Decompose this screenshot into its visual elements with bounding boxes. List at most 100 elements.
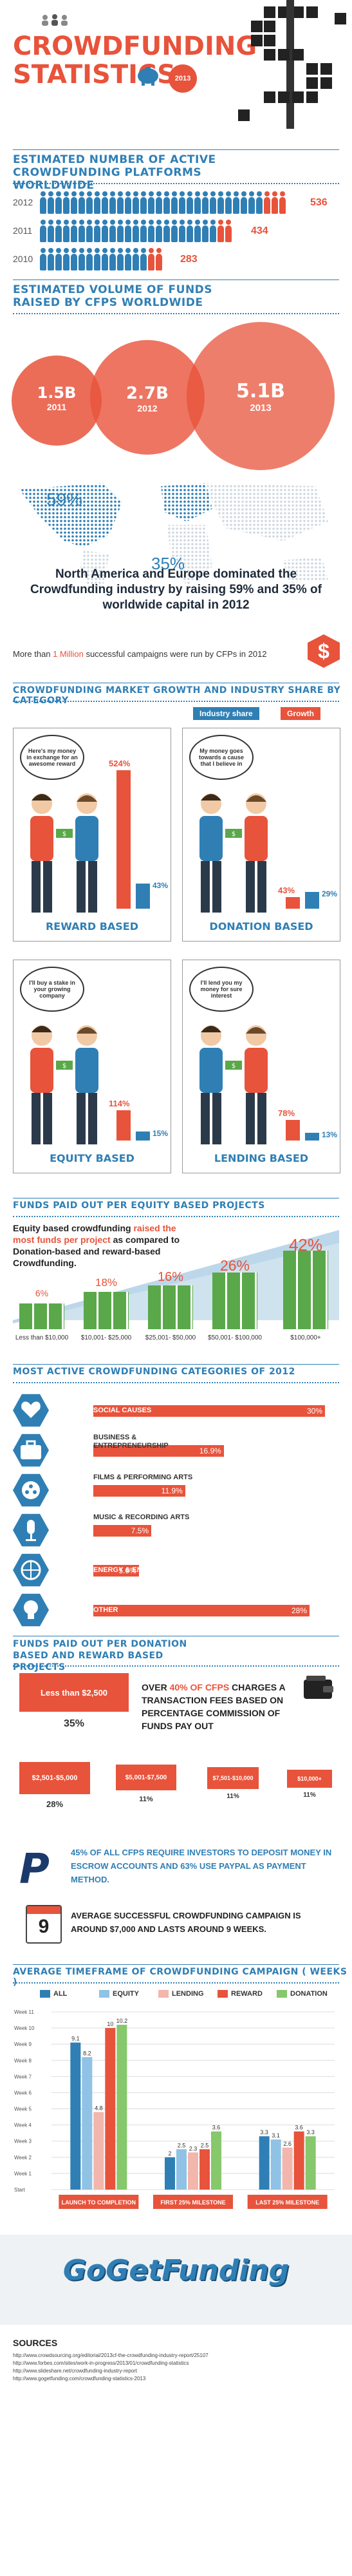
- share-value: 13%: [322, 1130, 338, 1140]
- market-panel: I'll lend you my money for sure interest…: [182, 960, 340, 1173]
- bubble-2012: [90, 340, 205, 455]
- cfp-value: 434: [251, 225, 268, 236]
- title-line-1: Crowdfunding: [13, 32, 257, 61]
- fee-box-3: $5,001-$7,500: [116, 1765, 176, 1790]
- funds-volume-heading: Estimated volume of funds raised by CFPs…: [13, 283, 213, 309]
- x-category-label: LAUNCH TO COMPLETION: [62, 2199, 136, 2206]
- bar-value-label: 2.3: [189, 2145, 198, 2152]
- dollar-sign-icon: $: [308, 634, 340, 668]
- growth-bar: [116, 770, 131, 909]
- map-statement: North America and Europe dominated the C…: [30, 567, 322, 612]
- money-stack-icon: [19, 1303, 64, 1329]
- equity-text-b: as compared to Donation-based and reward…: [13, 1235, 180, 1268]
- bar-equity: [176, 2149, 187, 2190]
- footer-band: [0, 2235, 352, 2325]
- bar-value-label: 10: [107, 2021, 113, 2027]
- divider: [13, 701, 339, 702]
- bar-donation: [305, 2136, 316, 2190]
- equity-range: $100,000+: [290, 1334, 321, 1341]
- divider: [13, 1216, 339, 1217]
- legend-growth: Growth: [281, 707, 320, 720]
- fee-range: Less than $2,500: [40, 1687, 108, 1698]
- source-item[interactable]: http://www.crowdsourcing.org/editorial/2…: [13, 2353, 208, 2358]
- category-label: Films & Performing Arts: [93, 1473, 193, 1481]
- category-value: 16.9%: [199, 1446, 221, 1455]
- panel-caption: Equity based: [50, 1152, 134, 1164]
- bubble-2012-label: 2.7B 2012: [122, 384, 173, 413]
- source-item[interactable]: http://www.gogetfunding.com/crowdfunding…: [13, 2376, 146, 2382]
- fee-box-2: $2,501-$5,000: [19, 1762, 90, 1794]
- globe-icon: [13, 1553, 49, 1587]
- bubble-year: 2012: [137, 403, 158, 413]
- fee-text-b: charges a transaction fees based on perc…: [142, 1682, 286, 1731]
- wallet-icon: [302, 1674, 335, 1700]
- brand-name: GoGetFunding: [62, 2254, 290, 2287]
- growth-value: 78%: [278, 1108, 295, 1118]
- bar-value-label: 10.2: [116, 2018, 128, 2024]
- legend-item: Donation: [277, 1989, 328, 1999]
- bar-donation: [211, 2131, 221, 2190]
- pct-north-america: 59%: [46, 489, 83, 509]
- year-label: 2010: [13, 254, 33, 264]
- equity-pct: 6%: [35, 1288, 49, 1298]
- calendar-day: 9: [38, 1916, 50, 1937]
- cfp-count-heading: Estimated number of active crowdfunding …: [13, 153, 216, 192]
- legend-item: Equity: [99, 1989, 139, 1999]
- bar-value-label: 9.1: [71, 2036, 80, 2042]
- category-value: 5.9%: [118, 1566, 136, 1575]
- source-item[interactable]: http://www.forbes.com/sites/work-in-prog…: [13, 2360, 189, 2366]
- share-value: 15%: [153, 1129, 169, 1139]
- bubble-year: 2013: [250, 402, 272, 413]
- year-label: 2012: [13, 197, 33, 207]
- fee-pct-1: 35%: [63, 1718, 85, 1729]
- equity-heading: Funds paid out per equity based projects: [13, 1200, 265, 1211]
- fee-pct-3: 11%: [139, 1795, 153, 1803]
- category-label: Business & Entrepreneurship: [93, 1434, 169, 1450]
- speech-bubble: My money goes towards a cause that I bel…: [189, 735, 254, 780]
- bar-reward: [293, 2131, 304, 2190]
- average-statement: Average successful crowdfunding campaign…: [71, 1911, 301, 1934]
- y-tick-label: Start: [14, 2187, 26, 2193]
- category-bar: [93, 1405, 325, 1417]
- svg-text:$: $: [62, 1063, 66, 1070]
- fee-range: $7,501-$10,000: [212, 1775, 254, 1781]
- cfp-row-2010: 2010 283: [13, 248, 339, 272]
- category-row: Other 28%: [13, 1591, 339, 1629]
- category-bar: [93, 1445, 224, 1457]
- campaigns-statement: More than 1 Million successful campaigns…: [13, 649, 296, 659]
- people-illustration-icon: $: [199, 793, 268, 913]
- piggy-bank-icon: [135, 64, 161, 86]
- legend-label: Reward: [231, 1990, 263, 1998]
- equity-text-a: Equity based crowdfunding: [13, 1223, 134, 1233]
- fee-pct-2: 28%: [46, 1799, 64, 1809]
- fee-pct-4: 11%: [227, 1793, 239, 1800]
- equity-description: Equity based crowdfunding raised the mos…: [13, 1222, 199, 1269]
- money-stack-icon: [212, 1273, 257, 1329]
- panel-caption: Reward based: [45, 920, 139, 933]
- year-label: 2011: [13, 225, 33, 236]
- bar-value-label: 3.3: [306, 2129, 315, 2136]
- equity-text-highlight: raised the most funds per project: [13, 1223, 176, 1245]
- cfp-value: 283: [180, 254, 198, 265]
- timeframe-heading: Average timeframe of crowdfunding campai…: [13, 1967, 352, 1987]
- cfp-row-2011: 2011 434: [13, 220, 339, 243]
- y-tick-label: Week 1: [14, 2171, 32, 2177]
- x-category-label: FIRST 25% MILESTONE: [160, 2199, 225, 2206]
- header: Crowdfunding Statistics 2013: [0, 0, 352, 132]
- share-bar: [305, 1133, 319, 1141]
- campaigns-suffix: successful campaigns were run by CFPs in…: [83, 649, 267, 659]
- growth-bar: [286, 1119, 300, 1141]
- cfp-value: 536: [310, 197, 328, 208]
- campaigns-prefix: More than: [13, 649, 53, 659]
- bar-equity: [270, 2139, 281, 2190]
- source-item[interactable]: http://www.slideshare.net/crowdfunding-i…: [13, 2368, 137, 2374]
- equity-pct: 16%: [157, 1270, 184, 1284]
- divider: [13, 183, 339, 184]
- growth-value: 114%: [109, 1099, 130, 1109]
- legend-label: All: [53, 1990, 68, 1998]
- calendar-icon: 9: [26, 1905, 62, 1944]
- bar-value-label: 3.6: [295, 2125, 303, 2131]
- bar-lending: [93, 2112, 104, 2190]
- pct-europe: 35%: [151, 554, 185, 573]
- campaigns-highlight: 1 Million: [53, 649, 84, 659]
